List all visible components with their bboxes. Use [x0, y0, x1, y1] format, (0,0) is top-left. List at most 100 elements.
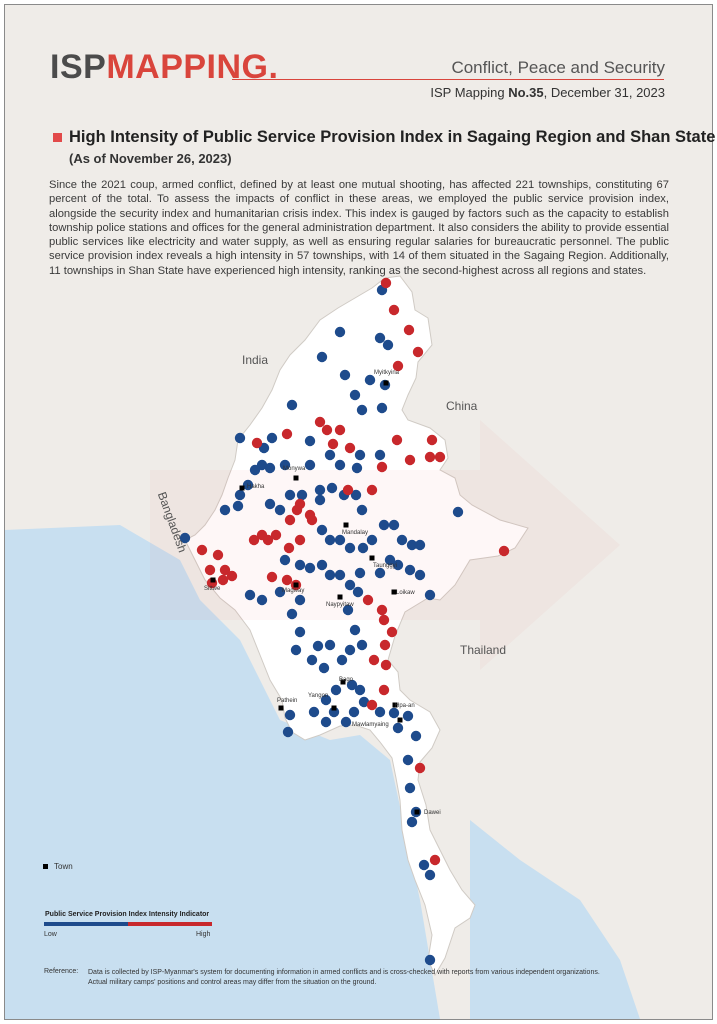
low-intensity-dot — [340, 716, 352, 728]
high-intensity-dot — [366, 699, 378, 711]
high-intensity-dot — [196, 544, 208, 556]
header-rule — [232, 79, 664, 80]
low-intensity-dot — [316, 524, 328, 536]
low-intensity-dot — [356, 504, 368, 516]
high-intensity-dot — [424, 451, 436, 463]
town-square-marker — [239, 485, 245, 491]
low-intensity-dot — [264, 462, 276, 474]
low-intensity-dot — [350, 489, 362, 501]
low-intensity-dot — [346, 679, 358, 691]
high-intensity-dot — [294, 534, 306, 546]
low-intensity-dot — [320, 716, 332, 728]
low-intensity-dot — [334, 459, 346, 471]
legend-town: Town — [43, 862, 73, 871]
high-intensity-dot — [262, 534, 274, 546]
high-intensity-dot — [342, 484, 354, 496]
low-intensity-dot — [374, 706, 386, 718]
low-intensity-dot — [320, 694, 332, 706]
low-intensity-dot — [326, 482, 338, 494]
low-intensity-dot — [274, 586, 286, 598]
town-markers — [210, 380, 420, 815]
low-intensity-dot — [392, 722, 404, 734]
low-intensity-dot — [351, 462, 363, 474]
town-label-hpa-an: Hpa-an — [395, 703, 415, 709]
low-intensity-dot — [356, 639, 368, 651]
legend-gradient-bar — [44, 922, 212, 926]
high-intensity-dot — [212, 549, 224, 561]
low-intensity-dot — [349, 389, 361, 401]
low-intensity-dot — [314, 494, 326, 506]
town-label-naypyitaw: Naypyitaw — [326, 602, 354, 608]
town-square-marker — [340, 679, 346, 685]
high-intensity-dot — [378, 684, 390, 696]
town-square-marker — [369, 555, 375, 561]
high-intensity-dot — [380, 659, 392, 671]
high-intensity-dot — [403, 324, 415, 336]
town-square-icon — [43, 864, 48, 870]
low-intensity-dot — [234, 432, 246, 444]
reference-text: Data is collected by ISP-Myanmar's syste… — [88, 969, 600, 986]
high-intensity-dot — [283, 542, 295, 554]
low-intensity-dot — [392, 559, 404, 571]
legend-title: Public Service Provision Index Intensity… — [45, 911, 210, 918]
town-square-marker — [331, 705, 337, 711]
high-intensity-dot — [498, 545, 510, 557]
label-thailand: Thailand — [460, 643, 507, 657]
town-label-dawei: Dawei — [424, 810, 441, 816]
low-intensity-dot — [334, 569, 346, 581]
series-title: Conflict, Peace and Security — [451, 58, 665, 77]
low-intensity-dot — [304, 562, 316, 574]
low-intensity-dot — [354, 684, 366, 696]
low-intensity-dot — [374, 332, 386, 344]
low-intensity-dot — [244, 589, 256, 601]
low-intensity-dot — [179, 532, 191, 544]
town-label-yangon: Yangon — [308, 693, 329, 699]
low-intensity-dot — [349, 624, 361, 636]
high-intensity-dot — [306, 514, 318, 526]
town-square-marker — [414, 809, 420, 815]
low-intensity-dot — [328, 706, 340, 718]
low-intensity-dot — [324, 569, 336, 581]
town-square-marker — [278, 705, 284, 711]
high-intensity-dot — [327, 438, 339, 450]
low-intensity-dot — [344, 644, 356, 656]
high-intensity-dot — [380, 277, 392, 289]
town-label-hakha: Hakha — [247, 484, 265, 490]
low-intensity-dot — [219, 504, 231, 516]
low-intensity-dot — [358, 696, 370, 708]
town-label-sittwe: Sittwe — [204, 586, 221, 592]
high-intensity-dot — [321, 424, 333, 436]
high-intensity-dot — [334, 424, 346, 436]
label-india: India — [242, 353, 269, 367]
low-intensity-dot — [410, 730, 422, 742]
low-intensity-dot — [290, 644, 302, 656]
sea-area-east — [470, 820, 640, 1019]
low-intensity-dot — [296, 489, 308, 501]
low-intensity-dot — [402, 754, 414, 766]
low-intensity-dot — [334, 534, 346, 546]
low-intensity-dot — [344, 579, 356, 591]
low-intensity-dot — [324, 534, 336, 546]
low-intensity-dot — [374, 449, 386, 461]
high-intensity-dot — [314, 416, 326, 428]
low-intensity-dot — [354, 449, 366, 461]
low-intensity-dot — [414, 539, 426, 551]
high-intensity-dot — [429, 854, 441, 866]
low-intensity-dot — [396, 534, 408, 546]
town-label-bago: Bago — [339, 677, 354, 683]
low-intensity-dot — [232, 500, 244, 512]
low-intensity-dot — [324, 639, 336, 651]
high-intensity-dot — [376, 604, 388, 616]
high-intensity-dot — [391, 434, 403, 446]
low-intensity-dot — [304, 435, 316, 447]
low-intensity-dot — [382, 339, 394, 351]
low-intensity-dot — [284, 489, 296, 501]
high-intensity-dot — [404, 454, 416, 466]
high-intensity-dot — [204, 564, 216, 576]
town-square-marker — [392, 702, 398, 708]
high-intensity-dot — [414, 762, 426, 774]
low-intensity-dot — [404, 782, 416, 794]
town-label-taunggyi: Taunggyi — [373, 563, 398, 569]
low-intensity-dot — [357, 542, 369, 554]
low-intensity-dot — [279, 554, 291, 566]
